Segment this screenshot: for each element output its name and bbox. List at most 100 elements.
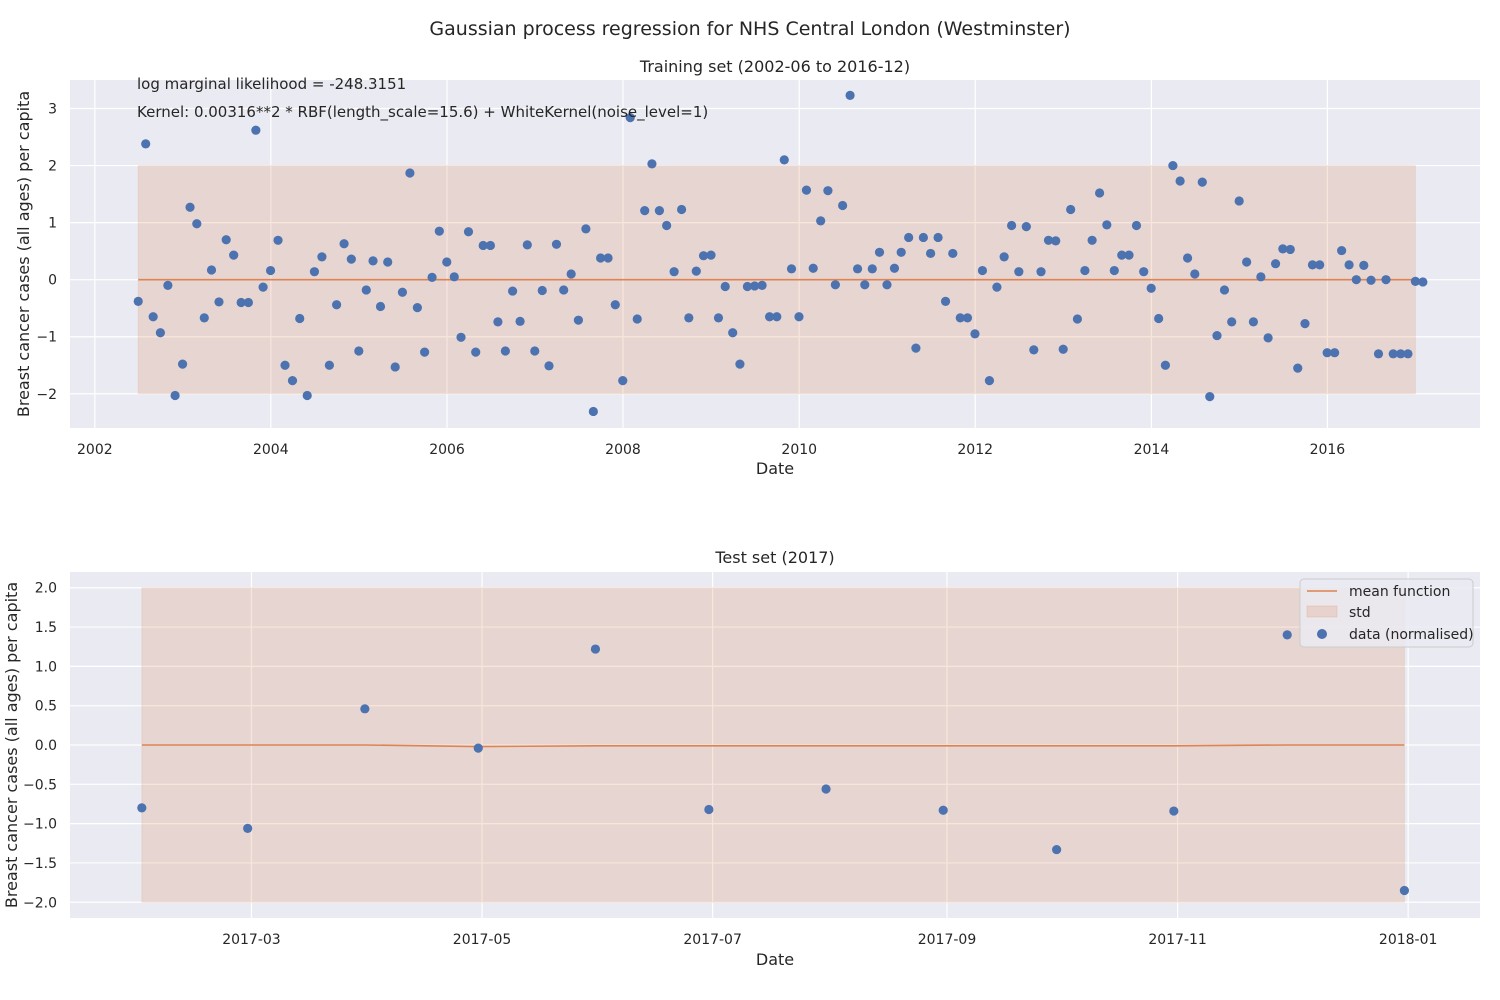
training-data-point	[273, 235, 283, 245]
training-data-point	[478, 240, 488, 251]
legend-mean-label: mean function	[1349, 584, 1450, 600]
test-y-tick-label: 1.0	[35, 659, 57, 675]
test-data-point	[938, 805, 948, 815]
log-likelihood-annotation: log marginal likelihood = -248.3151	[137, 75, 406, 93]
training-axes-background	[70, 80, 1480, 428]
training-data-point	[544, 361, 554, 371]
figure-title: Gaussian process regression for NHS Cent…	[429, 18, 1070, 40]
training-data-point	[412, 303, 422, 313]
test-set-plot: 2017-03 2017-05 2017-07 2017-09 2017-11 2018-…	[2, 548, 1480, 969]
training-data-point	[361, 285, 371, 295]
training-data-point	[610, 300, 620, 310]
training-data-point	[133, 296, 143, 306]
test-data-point	[1052, 844, 1062, 855]
training-y-tick-label: −1	[36, 330, 57, 346]
training-data-point	[786, 264, 797, 274]
training-data-point	[1021, 222, 1031, 232]
training-data-point	[420, 347, 430, 357]
training-data-point	[603, 253, 613, 263]
training-data-point	[1043, 235, 1054, 245]
test-y-tick-label: 0.5	[35, 699, 57, 715]
training-data-point	[530, 346, 540, 356]
training-data-point	[383, 257, 393, 267]
training-data-point	[867, 264, 877, 274]
training-data-point	[493, 317, 503, 327]
training-data-point	[309, 267, 320, 277]
training-data-point	[251, 125, 261, 135]
test-data-point	[243, 823, 253, 833]
training-data-point	[918, 232, 928, 243]
test-y-tick-label: −1.0	[23, 817, 57, 833]
training-data-point	[801, 185, 812, 195]
legend-data-label: data (normalised)	[1349, 627, 1474, 643]
training-y-ticks: −2 −1 0 1 2 3	[36, 102, 57, 403]
test-data-point	[360, 704, 370, 714]
training-y-tick-label: 0	[48, 273, 57, 289]
training-data-point	[1242, 257, 1252, 267]
training-data-point	[163, 280, 173, 290]
training-data-point	[566, 269, 576, 279]
training-data-point	[551, 239, 562, 249]
training-data-point	[243, 297, 253, 308]
training-data-point	[1190, 269, 1200, 279]
training-data-point	[654, 206, 665, 216]
test-data-points	[137, 630, 1409, 896]
legend-frame	[1299, 578, 1474, 648]
training-data-point	[1029, 345, 1039, 355]
training-x-tick-label: 2010	[781, 442, 817, 458]
training-data-point	[647, 159, 657, 169]
test-x-tick-label: 2017-05	[453, 932, 512, 948]
training-data-point	[669, 267, 679, 277]
training-data-point	[1131, 220, 1142, 231]
training-data-point	[713, 313, 724, 323]
training-data-point	[860, 280, 870, 290]
test-data-point	[473, 743, 483, 753]
training-data-point	[1410, 276, 1420, 286]
test-y-tick-label: −1.5	[23, 856, 57, 872]
training-data-point	[1146, 283, 1156, 293]
training-data-point	[779, 155, 789, 165]
training-data-point	[1366, 275, 1376, 285]
training-data-point	[999, 252, 1009, 262]
training-data-point	[258, 282, 268, 292]
kernel-annotation: Kernel: 0.00316**2 * RBF(length_scale=15…	[137, 103, 708, 122]
training-data-point	[265, 265, 276, 276]
training-data-point	[889, 263, 900, 273]
training-data-point	[1109, 265, 1119, 276]
test-y-tick-label: 2.0	[35, 581, 57, 597]
training-data-point	[1373, 349, 1384, 359]
test-x-tick-label: 2017-09	[918, 932, 977, 948]
training-data-point	[933, 232, 943, 243]
training-y-tick-label: 1	[48, 216, 57, 232]
training-data-point	[1418, 277, 1428, 287]
training-data-point	[1007, 220, 1017, 231]
training-data-point	[1139, 267, 1149, 277]
training-data-point	[405, 168, 415, 178]
legend-std-swatch	[1306, 605, 1338, 618]
test-y-ticks: −2.0 −1.5 −1.0 −0.5 0.0 0.5 1.0 1.5 2.0	[23, 581, 57, 912]
training-data-point	[1014, 267, 1024, 277]
training-data-point	[1344, 260, 1354, 270]
training-data-point	[1212, 330, 1222, 341]
test-y-tick-label: 0.0	[35, 738, 57, 754]
training-data-point	[1197, 177, 1207, 187]
training-data-point	[948, 248, 958, 259]
training-data-point	[625, 113, 635, 123]
training-data-point	[375, 301, 386, 312]
test-mean-line	[141, 744, 1405, 748]
training-data-point	[640, 206, 650, 216]
training-data-point	[324, 360, 334, 370]
training-data-point	[302, 390, 312, 401]
training-data-point	[1168, 160, 1178, 171]
training-data-point	[911, 343, 921, 353]
training-data-point	[471, 347, 481, 357]
training-data-point	[742, 281, 752, 292]
training-x-tick-label: 2012	[957, 442, 993, 458]
test-data-point	[821, 784, 831, 794]
training-data-point	[1322, 348, 1332, 358]
training-data-point	[662, 220, 672, 231]
training-data-point	[1234, 196, 1244, 206]
training-data-point	[1160, 360, 1171, 370]
legend-std-label: std	[1349, 605, 1371, 621]
